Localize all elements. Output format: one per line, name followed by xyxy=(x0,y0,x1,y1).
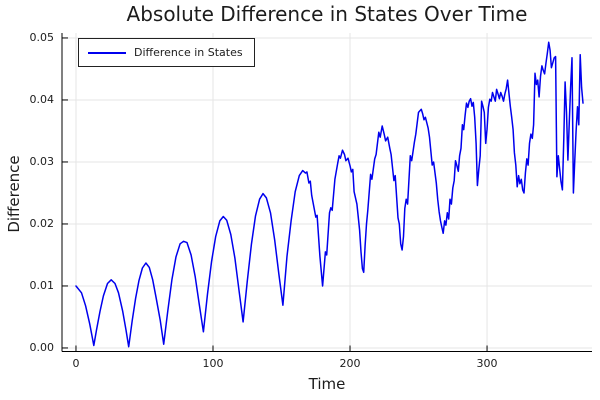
series-line xyxy=(75,41,584,348)
series-group xyxy=(75,41,584,348)
x-tick-label: 100 xyxy=(202,357,224,370)
chart-title: Absolute Difference in States Over Time xyxy=(126,2,528,26)
x-tick-label: 0 xyxy=(72,357,80,370)
y-tick-label: 0.05 xyxy=(29,30,55,44)
y-tick-label: 0.03 xyxy=(29,154,55,168)
grid-group xyxy=(62,33,592,352)
legend: Difference in States xyxy=(78,38,255,67)
y-tick-label: 0.00 xyxy=(29,340,55,354)
legend-label: Difference in States xyxy=(134,46,243,59)
legend-line-swatch xyxy=(88,51,126,54)
y-axis-label: Difference xyxy=(5,155,23,233)
y-tick-label: 0.02 xyxy=(29,216,55,230)
axes-group xyxy=(61,33,592,352)
x-axis-label: Time xyxy=(308,375,346,393)
y-tick-label: 0.01 xyxy=(29,278,55,292)
x-tick-label: 300 xyxy=(476,357,498,370)
y-tick-label: 0.04 xyxy=(29,92,55,106)
x-tick-label: 200 xyxy=(339,357,361,370)
